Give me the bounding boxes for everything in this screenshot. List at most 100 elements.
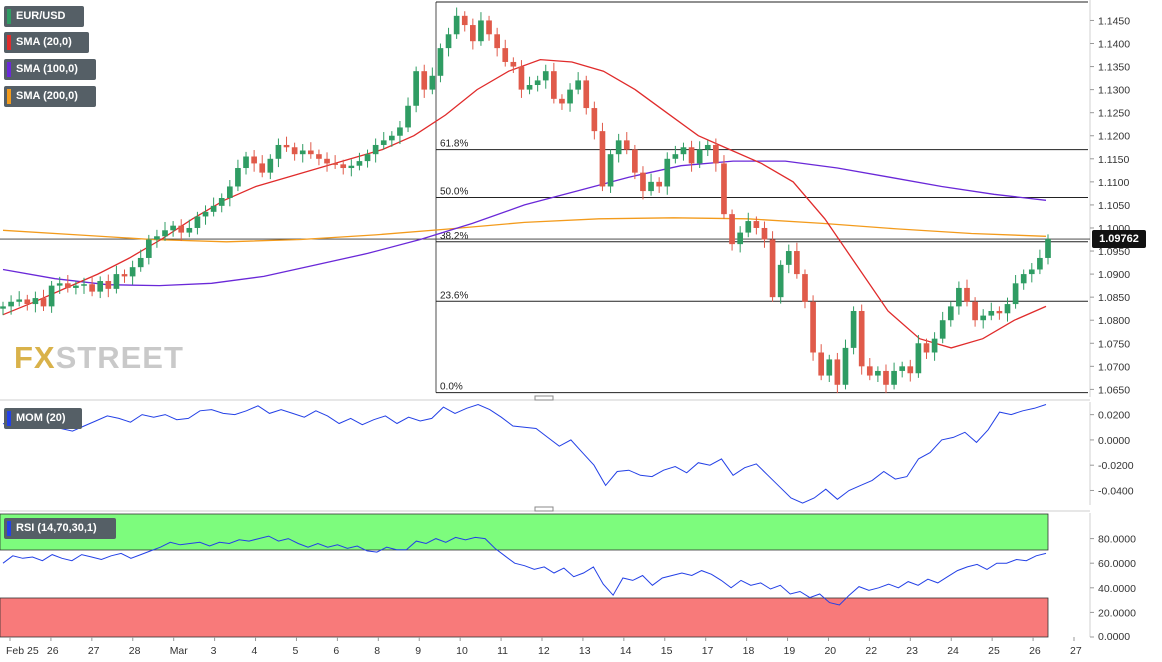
- date-tick-label-0: Feb 25: [6, 645, 39, 657]
- candlesticks: [0, 7, 1051, 394]
- price-tick-label-8: 1.1050: [1098, 200, 1130, 212]
- candle-body-122: [988, 310, 995, 316]
- rsi-tick-label-3: 20.0000: [1098, 607, 1136, 619]
- candle-body-69: [559, 98, 565, 104]
- date-tick-label-15: 14: [620, 645, 632, 657]
- legend-sma20-label: SMA (20,0): [16, 36, 72, 48]
- candle-body-123: [996, 310, 1003, 314]
- legend-sma200[interactable]: SMA (200,0): [4, 86, 96, 107]
- candle-body-79: [640, 172, 646, 192]
- candle-body-46: [372, 144, 379, 155]
- resize-handle-1[interactable]: [534, 395, 554, 401]
- candle-body-29: [235, 168, 241, 187]
- rsi-tick-label-1: 60.0000: [1098, 558, 1136, 570]
- candle-body-5: [40, 298, 47, 307]
- candle-body-31: [251, 156, 257, 164]
- candle-body-52: [421, 71, 428, 90]
- candle-body-98: [794, 251, 800, 275]
- current-price-tag: 1.09762: [1092, 230, 1146, 248]
- candle-body-124: [1004, 304, 1011, 314]
- candle-body-96: [777, 264, 784, 298]
- legend-sma200-label: SMA (200,0): [16, 90, 78, 102]
- rsi-tick-label-4: 0.0000: [1098, 631, 1130, 643]
- rsi-line: [2, 535, 1047, 606]
- price-tick-label-0: 1.0650: [1098, 384, 1130, 396]
- candle-body-61: [494, 34, 500, 49]
- price-panel-bg: [0, 0, 1090, 397]
- date-tick-label-9: 8: [374, 645, 380, 657]
- mom-series-line: [2, 403, 1047, 504]
- date-tick-label-25: 26: [1029, 645, 1041, 657]
- candle-body-94: [761, 227, 768, 240]
- candle-body-67: [542, 71, 549, 81]
- price-tick-label-9: 1.1100: [1098, 177, 1129, 189]
- candle-body-126: [1020, 274, 1027, 284]
- candle-body-93: [753, 221, 760, 228]
- rsi-series-line: [2, 535, 1047, 606]
- candle-body-20: [162, 230, 168, 237]
- sma100-color-swatch: [7, 62, 11, 77]
- candle-body-60: [486, 20, 492, 35]
- candle-body-38: [307, 150, 314, 155]
- candle-body-71: [575, 80, 581, 90]
- candle-body-55: [445, 34, 452, 49]
- candle-body-65: [526, 85, 533, 90]
- candle-body-18: [145, 239, 152, 258]
- candle-body-104: [842, 347, 849, 385]
- price-tick-label-4: 1.0850: [1098, 292, 1130, 304]
- candle-body-87: [704, 144, 711, 150]
- date-tick-label-19: 19: [784, 645, 796, 657]
- legend-rsi[interactable]: RSI (14,70,30,1): [4, 518, 116, 539]
- candle-body-75: [607, 154, 614, 187]
- legend-sma100[interactable]: SMA (100,0): [4, 59, 96, 80]
- date-tick-label-22: 23: [906, 645, 918, 657]
- candle-body-26: [210, 205, 217, 212]
- date-tick-label-24: 25: [988, 645, 1000, 657]
- candle-body-118: [956, 287, 962, 307]
- candle-body-58: [470, 25, 476, 42]
- date-tick-label-16: 15: [661, 645, 673, 657]
- candle-body-127: [1028, 269, 1035, 275]
- candle-body-117: [947, 306, 954, 321]
- candle-body-33: [267, 158, 274, 173]
- date-tick-label-23: 24: [947, 645, 959, 657]
- candle-body-85: [688, 147, 695, 164]
- legend-symbol[interactable]: EUR/USD: [4, 6, 84, 27]
- legend-sma100-label: SMA (100,0): [16, 63, 78, 75]
- candle-body-110: [891, 370, 897, 385]
- candle-body-80: [648, 181, 654, 192]
- price-tick-label-11: 1.1200: [1098, 131, 1130, 143]
- price-tick-label-3: 1.0800: [1098, 315, 1130, 327]
- rsi-oversold-zone: [0, 597, 1049, 638]
- date-tick-label-21: 22: [865, 645, 877, 657]
- candle-body-129: [1045, 239, 1051, 258]
- candle-body-97: [785, 251, 792, 265]
- candle-body-107: [866, 366, 873, 376]
- resize-handle-2[interactable]: [534, 506, 554, 512]
- legend-mom[interactable]: MOM (20): [4, 408, 82, 429]
- legend-sma20[interactable]: SMA (20,0): [4, 32, 89, 53]
- candle-body-14: [113, 274, 120, 289]
- candle-body-21: [170, 225, 176, 231]
- date-tick-label-6: 4: [252, 645, 258, 657]
- candle-body-6: [48, 285, 55, 307]
- fib-label-0: 61.8%: [440, 139, 468, 150]
- candle-body-56: [453, 15, 460, 35]
- candle-body-47: [380, 140, 387, 145]
- candle-body-115: [931, 338, 938, 353]
- candle-body-45: [364, 154, 371, 162]
- candle-body-101: [818, 352, 825, 376]
- legend-mom-label: MOM (20): [16, 412, 66, 424]
- candle-body-83: [672, 154, 679, 159]
- candle-body-12: [97, 281, 104, 292]
- mom-tick-label-1: 0.0000: [1098, 435, 1130, 447]
- mom-tick-label-3: -0.0400: [1098, 485, 1134, 497]
- candle-body-48: [389, 135, 395, 141]
- candle-body-16: [129, 267, 136, 277]
- fib-label-3: 23.6%: [440, 290, 468, 301]
- candle-body-77: [623, 140, 630, 150]
- candle-body-113: [915, 343, 922, 374]
- candle-body-27: [218, 198, 225, 206]
- sma100-line: [2, 160, 1047, 287]
- candle-body-13: [105, 281, 112, 289]
